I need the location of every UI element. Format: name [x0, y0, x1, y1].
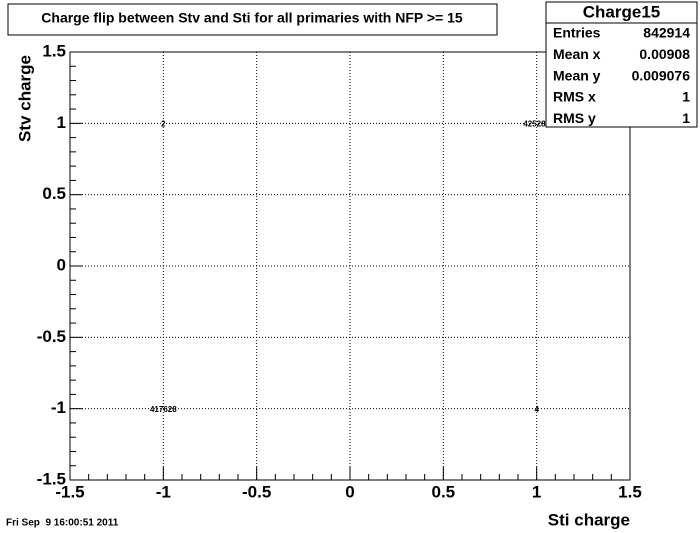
cell-count: 2: [161, 119, 166, 128]
y-tick-label: 0.5: [42, 184, 66, 203]
stats-value: 0.009076: [632, 67, 691, 83]
stats-value: 842914: [643, 25, 690, 41]
y-tick-label: 0: [57, 255, 66, 274]
y-tick-label: -1: [51, 398, 66, 417]
cell-count: 417628: [150, 405, 177, 414]
x-tick-label: -0.5: [242, 482, 271, 501]
stats-value: 1: [682, 110, 690, 126]
stats-value: 0.00908: [639, 46, 690, 62]
x-tick-label: -1: [156, 482, 171, 501]
y-axis-label: Stv charge: [15, 55, 34, 142]
title-box: [7, 3, 498, 36]
x-tick-label: 1.5: [618, 482, 642, 501]
x-tick-label: 0.5: [432, 482, 456, 501]
x-tick-label: -1.5: [55, 482, 84, 501]
stats-label: Mean y: [553, 67, 601, 83]
y-tick-label: -0.5: [37, 327, 66, 346]
stats-value: 1: [682, 89, 690, 105]
x-axis-label: Sti charge: [548, 510, 630, 529]
stats-label: Entries: [553, 25, 601, 41]
timestamp: Fri Sep 9 16:00:51 2011: [6, 518, 119, 529]
cell-count: 425280: [523, 119, 550, 128]
x-tick-label: 0: [345, 482, 354, 501]
y-tick-label: 1.5: [42, 41, 66, 60]
cell-count: 4: [534, 405, 539, 414]
x-tick-label: 1: [532, 482, 541, 501]
stats-label: RMS y: [553, 110, 596, 126]
stats-label: RMS x: [553, 89, 596, 105]
chart-title: Charge flip between Stv and Sti for all …: [41, 10, 463, 26]
stats-label: Mean x: [553, 46, 601, 62]
y-tick-label: -1.5: [37, 469, 66, 488]
y-tick-label: 1: [57, 113, 66, 132]
stats-name: Charge15: [583, 2, 660, 21]
